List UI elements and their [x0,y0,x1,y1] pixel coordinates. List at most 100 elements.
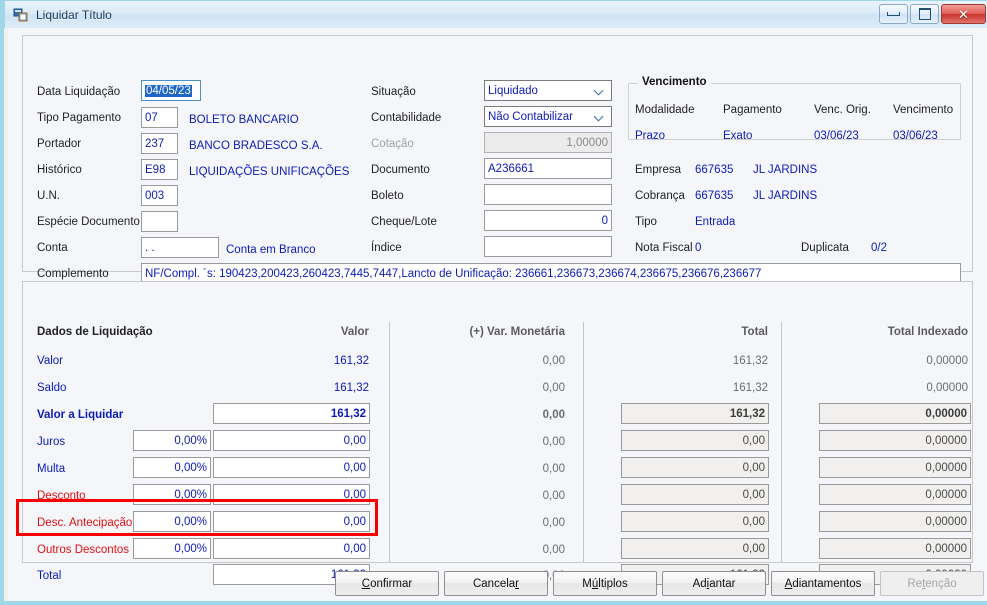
label-tipo-pagamento: Tipo Pagamento [37,112,121,124]
outros-descontos-percent-input[interactable]: 0,00% [133,538,211,559]
close-button[interactable]: ✕ [941,4,986,24]
juros-percent-input[interactable]: 0,00% [133,430,211,451]
especie-documento-input[interactable] [141,211,178,232]
minimize-button[interactable] [879,4,908,24]
label-data-liquidacao: Data Liquidação [37,86,121,98]
row-label-total: Total [37,570,62,582]
adiantamentos-button[interactable]: Adiantamentos [771,571,875,596]
label-portador: Portador [37,138,82,150]
desc-antecipacao-percent-input[interactable]: 0,00% [133,511,211,532]
desc-antecipacao-valor-input[interactable]: 0,00 [213,511,370,532]
outros-descontos-total-input: 0,00 [621,538,769,559]
multa-percent-input[interactable]: 0,00% [133,457,211,478]
outros-descontos-total-value: 0,00 [742,542,765,555]
label-un: U.N. [37,190,60,202]
column-separator [389,322,390,562]
portador-description: BANCO BRADESCO S.A. [189,140,323,152]
juros-valor-input[interactable]: 0,00 [213,430,370,451]
row-label-juros: Juros [37,436,66,448]
data-liquidacao-input[interactable]: 04/05/23 [141,80,201,101]
form-icon [13,7,29,23]
vencimento-value-modalidade: Prazo [635,130,666,142]
juros-valor-value: 0,00 [343,434,366,447]
multa-indexado-value: 0,00000 [925,461,967,474]
cotacao-input: 1,00000 [484,132,612,153]
desc-antecipacao-indexado-input: 0,00000 [819,511,971,532]
cheque-lote-value: 0 [601,214,608,227]
vencimento-groupbox: Vencimento [628,76,961,140]
label-complemento: Complemento [37,268,109,280]
window-controls: ✕ [879,4,986,24]
outros-descontos-percent-value: 0,00% [174,542,207,555]
title-bar[interactable]: Liquidar Título ✕ [4,0,987,28]
label-tipo: Tipo [635,216,657,228]
empresa-code: 667635 [695,164,734,176]
vencimento-value-pagamento: Exato [723,130,753,142]
row-saldo-var-monetaria: 0,00 [542,382,565,394]
row-valor-valor: 161,32 [333,355,369,367]
documento-input[interactable]: A236661 [484,158,612,179]
desconto-percent-input[interactable]: 0,00% [133,484,211,505]
desc-antecipacao-indexado-value: 0,00000 [925,515,967,528]
adiantamentos-button-label: Adiantamentos [784,577,862,590]
desc-antecipacao-total-value: 0,00 [742,515,765,528]
contabilidade-select[interactable]: Não Contabilizar [484,106,612,127]
label-cheque-lote: Cheque/Lote [371,216,437,228]
desconto-indexado-value: 0,00000 [925,488,967,501]
label-especie-documento: Espécie Documento [37,216,140,228]
vencimento-header-venc-orig: Venc. Orig. [814,104,871,116]
conta-input[interactable]: . . [141,237,219,258]
minimize-icon [887,12,900,16]
maximize-icon [918,8,931,20]
historico-input[interactable]: E98 [141,159,178,180]
un-input[interactable]: 003 [141,185,178,206]
boleto-input[interactable] [484,184,612,205]
historico-description: LIQUIDAÇÕES UNIFICAÇÕES [189,166,350,178]
label-cobranca: Cobrança [635,190,685,202]
retencao-button-label: Retenção [907,577,957,590]
data-liquidacao-value: 04/05/23 [145,84,192,97]
multa-total-value: 0,00 [742,461,765,474]
cheque-lote-input[interactable]: 0 [484,210,612,231]
vencimento-group-title: Vencimento [638,76,711,88]
column-header-var-monetaria: (+) Var. Monetária [469,326,565,338]
outros-descontos-valor-input[interactable]: 0,00 [213,538,370,559]
multiplos-button[interactable]: Múltiplos [553,571,657,596]
label-historico: Histórico [37,164,82,176]
complemento-input[interactable]: NF/Compl. ´s: 190423,200423,260423,7445,… [141,263,961,284]
chevron-down-icon [593,84,606,97]
row-saldo-total-indexado: 0,00000 [926,382,968,394]
column-separator [583,322,584,562]
desconto-valor-value: 0,00 [343,488,366,501]
tipo-pagamento-input[interactable]: 07 [141,107,178,128]
desconto-valor-input[interactable]: 0,00 [213,484,370,505]
column-header-total: Total [741,326,768,338]
column-header-valor: Valor [340,326,369,338]
juros-percent-value: 0,00% [174,434,207,447]
vencimento-header-pagamento: Pagamento [723,104,782,116]
client-area: Data Liquidação Tipo Pagamento Portador … [8,28,987,601]
situacao-select[interactable]: Liquidado [484,80,612,101]
header-panel: Data Liquidação Tipo Pagamento Portador … [22,35,973,284]
duplicata-value: 0/2 [871,242,887,254]
tipo-value: Entrada [695,216,736,228]
row-valor-var-monetaria: 0,00 [542,355,565,367]
multa-valor-input[interactable]: 0,00 [213,457,370,478]
multa-total-input: 0,00 [621,457,769,478]
juros-total-value: 0,00 [742,434,765,447]
confirmar-button[interactable]: Confirmar [335,571,439,596]
juros-total-input: 0,00 [621,430,769,451]
maximize-button[interactable] [910,4,939,24]
adiantar-button[interactable]: Adiantar [662,571,766,596]
multiplos-button-label: Múltiplos [582,577,628,590]
column-header-total-indexado: Total Indexado [887,326,968,338]
conta-value: . . [145,241,155,254]
portador-input[interactable]: 237 [141,133,178,154]
valor-a-liquidar-input[interactable]: 161,32 [213,403,370,424]
indice-input[interactable] [484,236,612,257]
empresa-name: JL JARDINS [753,164,818,176]
window-title: Liquidar Título [36,7,112,22]
cancelar-button[interactable]: Cancelar [444,571,548,596]
documento-value: A236661 [488,162,535,175]
